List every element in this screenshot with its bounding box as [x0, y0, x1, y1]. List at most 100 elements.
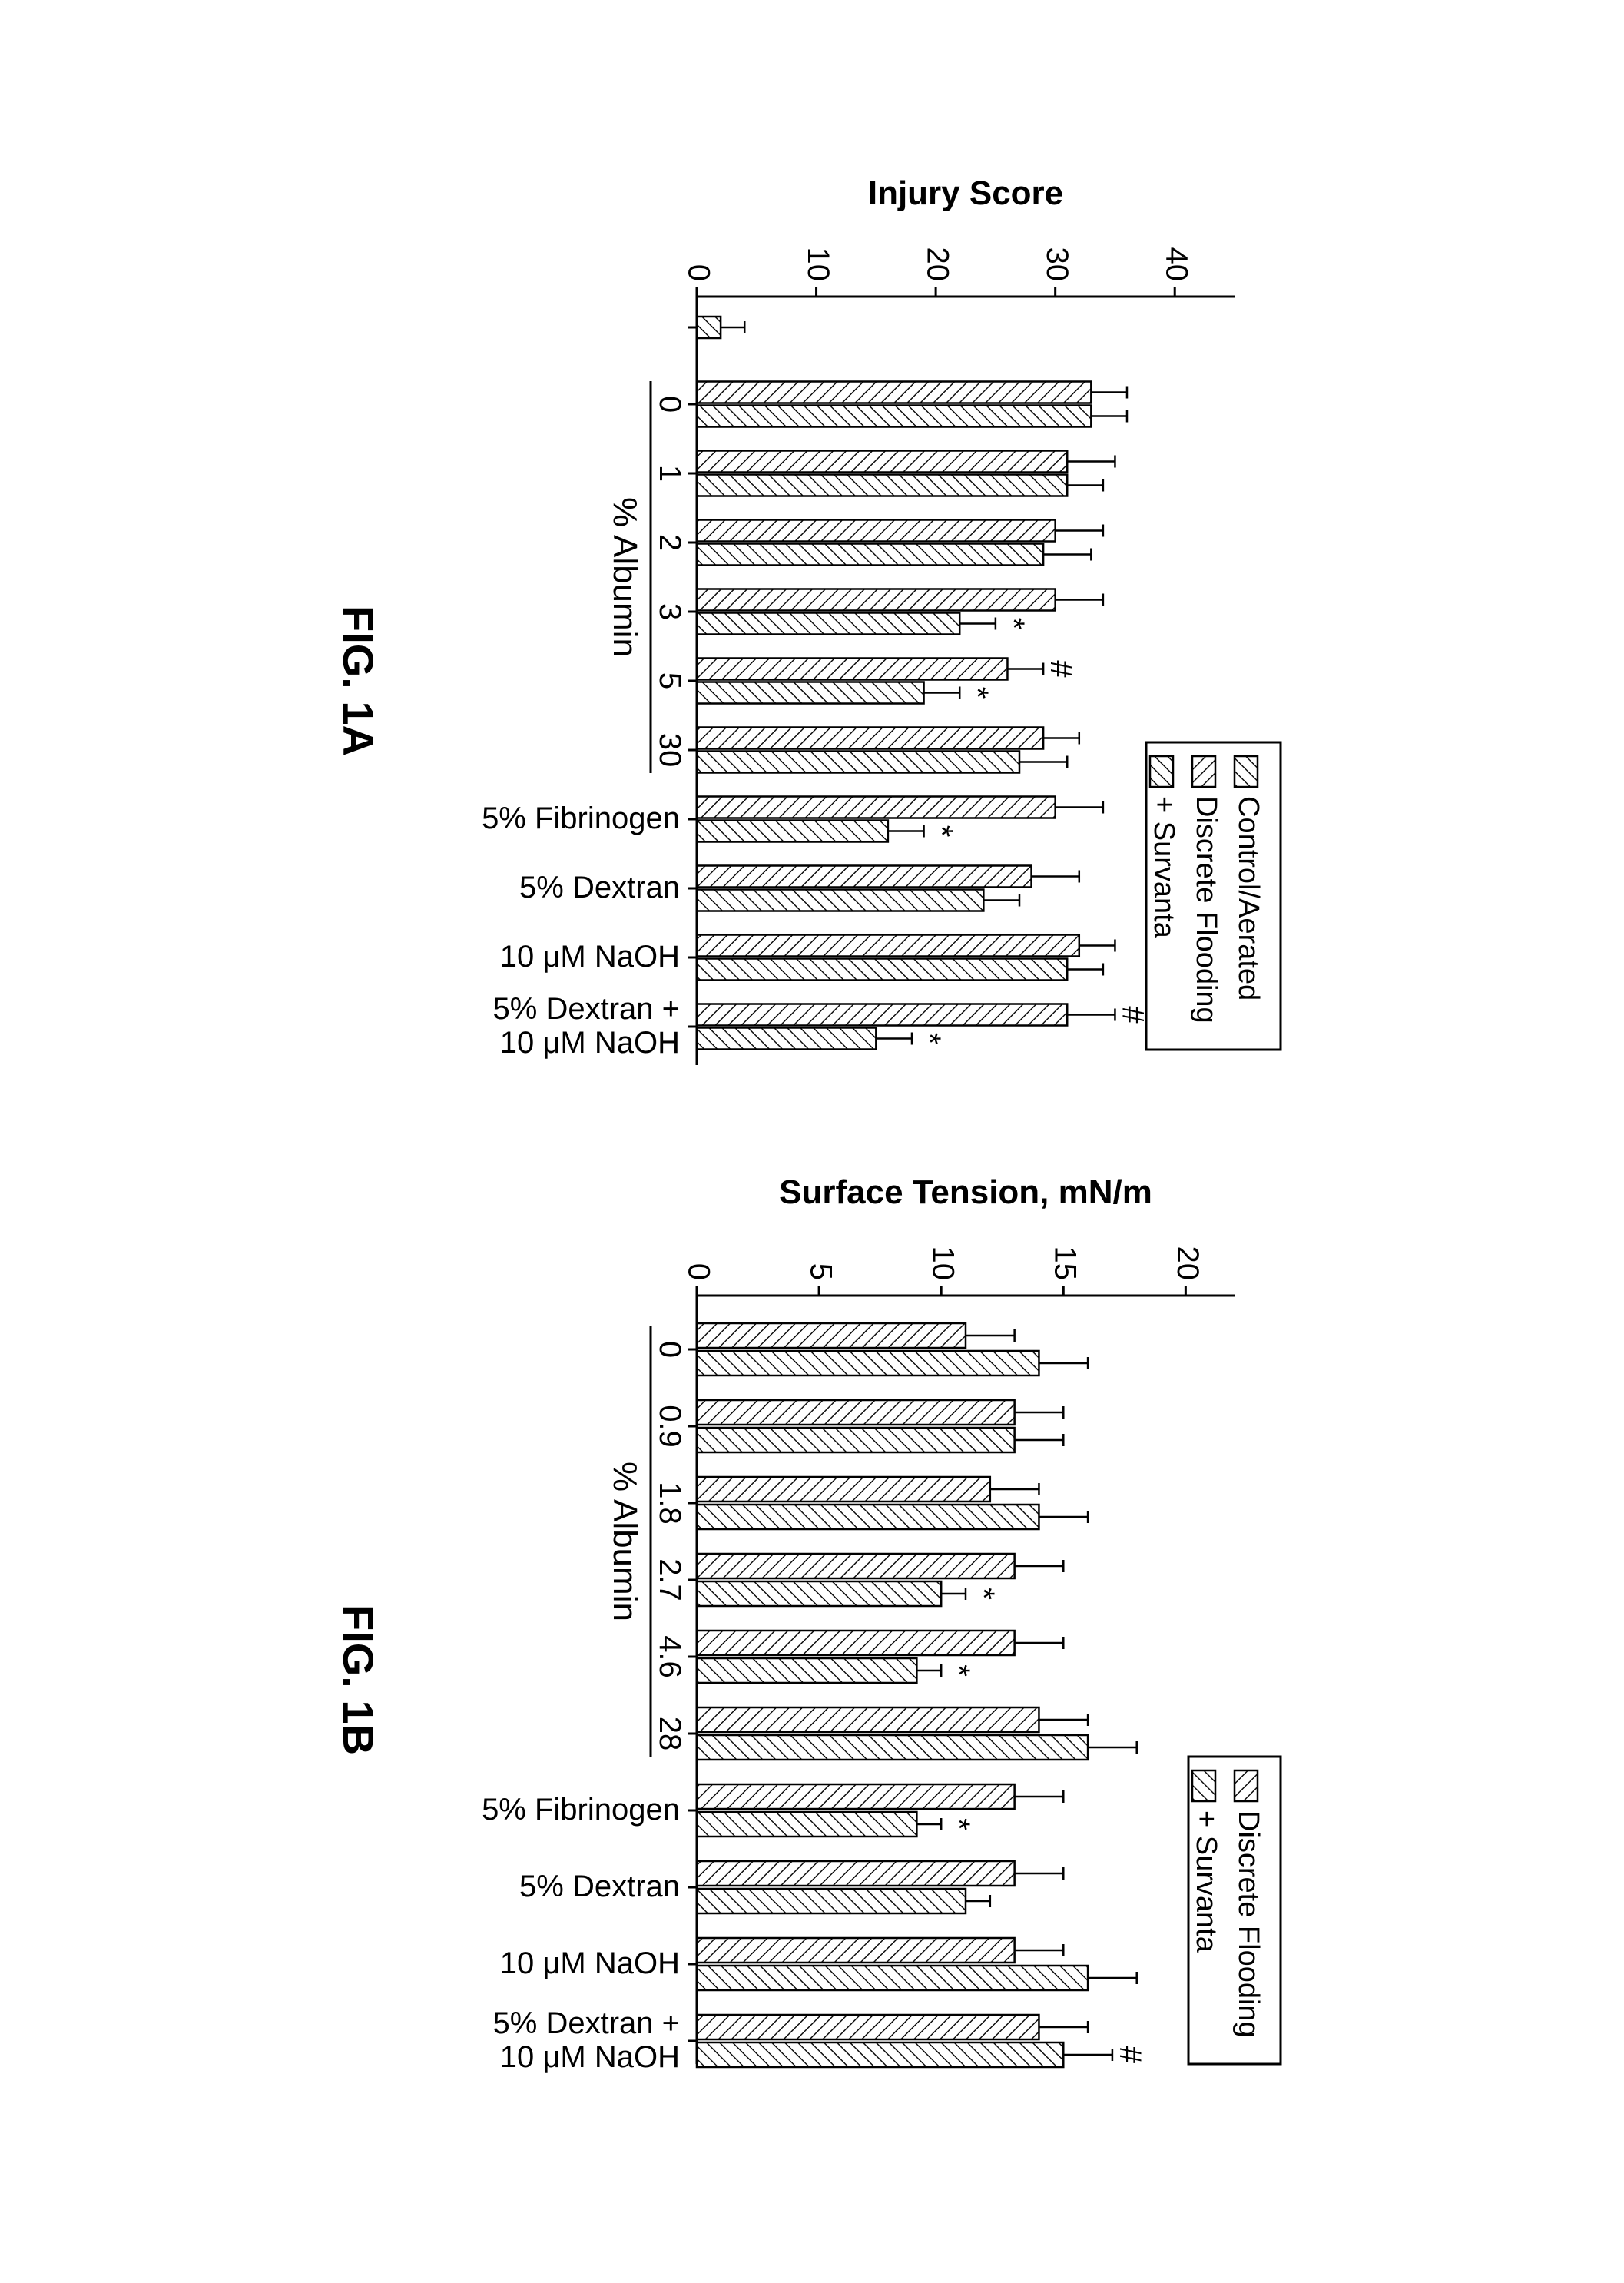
x-tick-label: 1: [653, 464, 687, 481]
x-tick-label: 10 μM NaOH: [500, 1946, 680, 1980]
bar: [697, 820, 888, 841]
legend-label: Discrete Flooding: [1232, 1810, 1264, 2038]
figure-svg: 0 10 20 30 40 Injury Score 0 1 2 * 3 # * 5 30 * 5% Fibri…: [313, 143, 1311, 2141]
bar: [697, 1658, 916, 1683]
bar: [697, 796, 1056, 818]
bar: [697, 1861, 1015, 1886]
legend-label: Control/Aerated: [1232, 796, 1264, 1000]
bar: [697, 1938, 1015, 1963]
bar: [697, 519, 1056, 541]
significance-mark: *: [925, 825, 959, 837]
y-tick-label: 0: [681, 1263, 715, 1279]
x-tick-label: 0.9: [653, 1405, 687, 1448]
x-tick-label: 5% Dextran +: [493, 2006, 680, 2040]
x-tick-label: 0: [653, 1340, 687, 1357]
x-tick-label: 28: [653, 1716, 687, 1750]
bar: [697, 589, 1056, 610]
x-tick-label: 30: [653, 732, 687, 767]
x-tick-label: 10 μM NaOH: [500, 2040, 680, 2074]
bar: [697, 1812, 916, 1837]
bar: [697, 1966, 1088, 1990]
y-tick-label: 10: [926, 1246, 960, 1280]
x-tick-label: 5% Dextran +: [493, 992, 680, 1026]
y-tick-label: 40: [1160, 247, 1194, 281]
legend-swatch: [1150, 756, 1173, 787]
bar: [697, 1581, 941, 1606]
bar: [697, 1784, 1015, 1809]
bar: [697, 934, 1079, 956]
x-tick-label: 2.7: [653, 1558, 687, 1601]
x-tick-label: 1.8: [653, 1482, 687, 1525]
bar: [697, 1889, 966, 1913]
y-axis-label: Surface Tension, mN/m: [779, 1173, 1152, 1211]
x-tick-label: 0: [653, 395, 687, 412]
significance-mark: *: [996, 617, 1030, 629]
figure-wrap: 0 10 20 30 40 Injury Score 0 1 2 * 3 # * 5 30 * 5% Fibri…: [313, 143, 1311, 2141]
significance-mark: #: [1115, 1006, 1149, 1024]
bar: [697, 751, 1019, 772]
figure-caption: FIG. 1A: [334, 605, 383, 755]
x-axis-label: % Albumin: [606, 1462, 644, 1621]
bar: [697, 474, 1067, 496]
bar: [697, 1554, 1015, 1578]
x-axis-label: % Albumin: [606, 497, 644, 657]
x-tick-label: 10 μM NaOH: [500, 940, 680, 974]
y-tick-label: 10: [801, 247, 835, 281]
bar: [697, 405, 1091, 426]
x-tick-label: 5% Fibrinogen: [482, 801, 680, 835]
bar: [697, 1351, 1039, 1375]
y-tick-label: 20: [921, 247, 955, 281]
bar: [697, 1004, 1067, 1025]
bar: [697, 1735, 1088, 1760]
bar: [697, 1505, 1039, 1529]
x-tick-label: 10 μM NaOH: [500, 1026, 680, 1060]
bar: [697, 1323, 966, 1348]
bar: [697, 889, 983, 911]
x-tick-label: 5% Dextran: [519, 1870, 680, 1903]
x-tick-label: 5% Fibrinogen: [482, 1793, 680, 1827]
y-tick-label: 15: [1049, 1246, 1082, 1280]
legend-label: + Survanta: [1148, 796, 1180, 939]
figure-caption: FIG. 1B: [334, 1604, 383, 1754]
legend-label: Discrete Flooding: [1190, 796, 1222, 1024]
bar: [697, 958, 1067, 980]
y-tick-label: 0: [681, 264, 715, 280]
legend-swatch: [1235, 1770, 1258, 1801]
bar: [697, 1707, 1039, 1732]
legend-label: + Survanta: [1190, 1810, 1222, 1953]
bar: [697, 381, 1091, 403]
bar: [697, 543, 1043, 565]
bar: [697, 865, 1032, 887]
significance-mark: #: [1044, 660, 1078, 678]
bar: [697, 1027, 876, 1049]
legend-swatch: [1192, 1770, 1215, 1801]
x-tick-label: 5% Dextran: [519, 871, 680, 904]
bar: [697, 1477, 990, 1502]
y-axis-label: Injury Score: [868, 174, 1063, 212]
bar: [697, 612, 959, 634]
legend-swatch: [1235, 756, 1258, 787]
x-tick-label: 3: [653, 602, 687, 619]
bar: [697, 2042, 1063, 2067]
bar: [697, 658, 1007, 679]
bar: [697, 450, 1067, 472]
x-tick-label: 2: [653, 533, 687, 550]
significance-mark: *: [913, 1032, 946, 1044]
bar: [697, 1631, 1015, 1655]
x-tick-label: 5: [653, 672, 687, 689]
bar: [697, 1400, 1015, 1425]
significance-mark: *: [942, 1818, 976, 1830]
bar: [697, 727, 1043, 748]
significance-mark: *: [960, 686, 994, 699]
x-tick-label: 4.6: [653, 1635, 687, 1678]
bar: [697, 1428, 1015, 1452]
y-tick-label: 5: [804, 1263, 838, 1279]
significance-mark: *: [942, 1664, 976, 1677]
bar: [697, 2015, 1039, 2039]
significance-mark: #: [1113, 2046, 1147, 2063]
bar: [697, 682, 924, 703]
y-tick-label: 20: [1171, 1246, 1205, 1280]
significance-mark: *: [966, 1588, 1000, 1600]
legend-swatch: [1192, 756, 1215, 787]
y-tick-label: 30: [1040, 247, 1074, 281]
